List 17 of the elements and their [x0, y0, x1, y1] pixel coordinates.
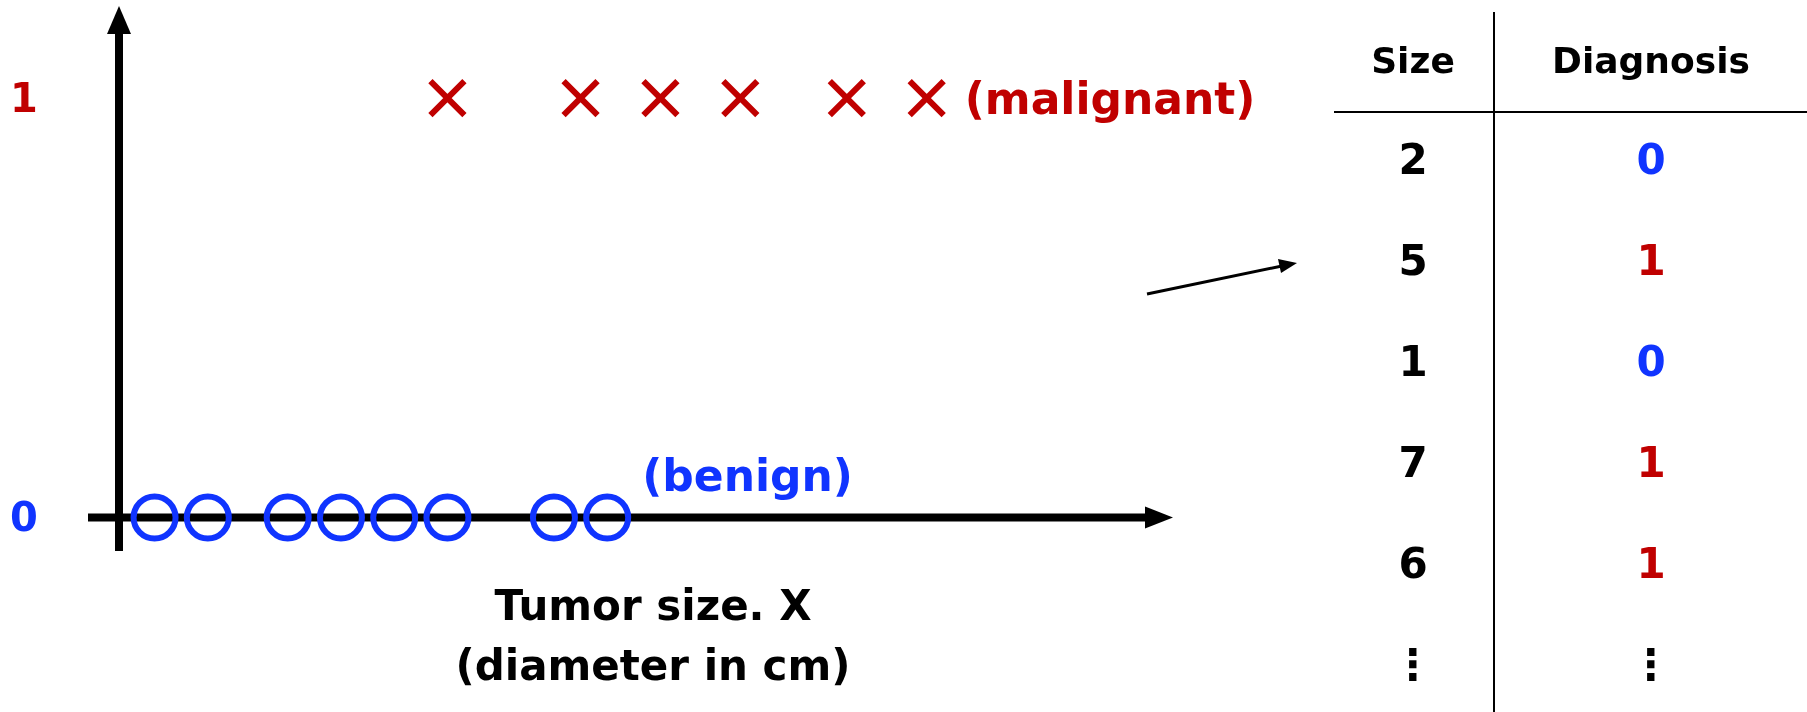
- text: Diagnosis: [1552, 39, 1750, 81]
- text: 6: [1398, 538, 1428, 588]
- text: Size: [1371, 39, 1455, 81]
- x-axis-title: Tumor size. X (diameter in cm): [455, 581, 851, 690]
- series-label: (malignant): [964, 72, 1256, 124]
- text: 0: [1636, 336, 1666, 386]
- text: 0: [1636, 134, 1666, 184]
- text: 7: [1398, 437, 1428, 487]
- text: 2: [1398, 134, 1428, 184]
- text: 1: [1398, 336, 1428, 386]
- text: ⋮: [1392, 639, 1434, 689]
- text: 1: [1636, 235, 1666, 285]
- text: 5: [1398, 235, 1428, 285]
- text: 1: [1636, 538, 1666, 588]
- text: ⋮: [1630, 639, 1672, 689]
- series-label: (benign): [642, 449, 853, 501]
- text: 1: [1636, 437, 1666, 487]
